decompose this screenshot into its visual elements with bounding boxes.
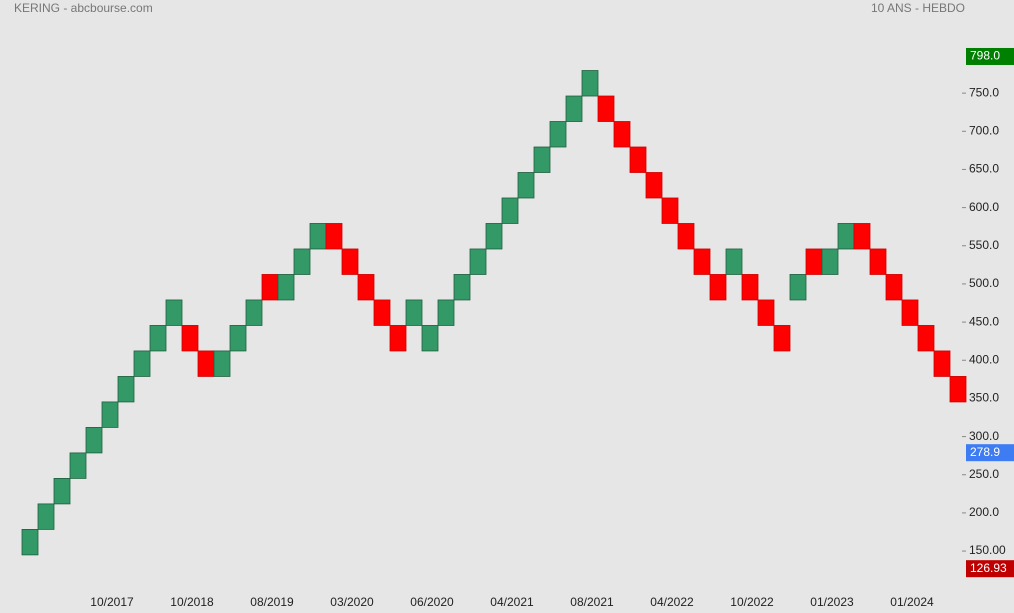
brick: [677, 223, 695, 250]
brick: [629, 146, 647, 173]
price-label-box: [966, 560, 1014, 578]
brick: [805, 248, 823, 275]
brick: [693, 248, 711, 275]
brick: [517, 172, 535, 199]
x-tick-label: 08/2019: [250, 595, 294, 609]
brick: [181, 325, 199, 352]
brick: [773, 325, 791, 352]
brick: [725, 248, 743, 275]
brick: [197, 350, 215, 377]
price-label: 798.0: [970, 49, 1000, 63]
brick: [389, 325, 407, 352]
brick: [325, 223, 343, 250]
y-tick-label: 150.00: [969, 543, 1006, 557]
brick: [885, 274, 903, 301]
brick: [229, 325, 247, 352]
y-tick-label: 200.0: [969, 505, 999, 519]
x-tick-label: 10/2017: [90, 595, 134, 609]
brick: [853, 223, 871, 250]
brick: [549, 121, 567, 148]
brick: [213, 350, 231, 377]
y-tick-label: 300.0: [969, 429, 999, 443]
brick: [645, 172, 663, 199]
brick: [437, 299, 455, 326]
y-tick-label: 750.0: [969, 85, 999, 99]
brick: [245, 299, 263, 326]
brick: [309, 223, 327, 250]
x-tick-label: 04/2022: [650, 595, 694, 609]
y-tick-label: 400.0: [969, 352, 999, 366]
brick: [149, 325, 167, 352]
y-tick-label: 250.0: [969, 467, 999, 481]
x-tick-label: 01/2023: [810, 595, 854, 609]
price-label: 126.93: [970, 561, 1007, 575]
price-label-box: [966, 444, 1014, 462]
brick: [373, 299, 391, 326]
brick: [341, 248, 359, 275]
brick: [581, 70, 599, 97]
brick: [789, 274, 807, 301]
brick: [613, 121, 631, 148]
brick: [133, 350, 151, 377]
x-tick-label: 04/2021: [490, 595, 534, 609]
brick: [533, 146, 551, 173]
brick: [293, 248, 311, 275]
brick: [117, 376, 135, 403]
brick: [869, 248, 887, 275]
x-tick-label: 06/2020: [410, 595, 454, 609]
chart-subtitle: 10 ANS - HEBDO: [871, 1, 965, 15]
brick: [661, 197, 679, 224]
brick: [165, 299, 183, 326]
brick: [85, 427, 103, 454]
brick: [757, 299, 775, 326]
brick: [101, 401, 119, 428]
brick: [917, 325, 935, 352]
x-tick-label: 01/2024: [890, 595, 934, 609]
brick: [949, 376, 967, 403]
brick: [357, 274, 375, 301]
y-tick-label: 700.0: [969, 123, 999, 137]
brick: [21, 528, 39, 556]
x-tick-label: 08/2021: [570, 595, 614, 609]
y-tick-label: 500.0: [969, 276, 999, 290]
brick: [709, 274, 727, 301]
brick: [405, 299, 423, 326]
brick: [69, 452, 87, 479]
y-tick-label: 650.0: [969, 162, 999, 176]
price-label-box: [966, 47, 1014, 65]
brick: [741, 274, 759, 301]
brick: [565, 95, 583, 122]
brick: [453, 274, 471, 301]
y-tick-label: 550.0: [969, 238, 999, 252]
brick: [261, 274, 279, 301]
brick: [933, 350, 951, 377]
brick: [421, 325, 439, 352]
x-tick-label: 10/2018: [170, 595, 214, 609]
brick: [277, 274, 295, 301]
y-tick-label: 450.0: [969, 314, 999, 328]
brick: [469, 248, 487, 275]
brick: [485, 223, 503, 250]
brick: [501, 197, 519, 224]
y-tick-label: 600.0: [969, 200, 999, 214]
brick: [821, 248, 839, 275]
x-tick-label: 10/2022: [730, 595, 774, 609]
chart-title: KERING - abcbourse.com: [14, 1, 153, 15]
price-label: 278.9: [970, 445, 1000, 459]
y-tick-label: 350.0: [969, 391, 999, 405]
brick: [53, 478, 71, 505]
x-tick-label: 03/2020: [330, 595, 374, 609]
brick: [37, 503, 55, 530]
brick: [837, 223, 855, 250]
brick: [901, 299, 919, 326]
brick: [597, 95, 615, 122]
